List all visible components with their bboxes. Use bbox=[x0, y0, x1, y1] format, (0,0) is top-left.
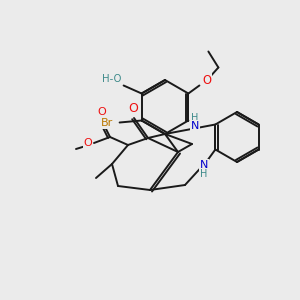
Text: O: O bbox=[84, 138, 92, 148]
Text: N: N bbox=[200, 160, 208, 170]
Text: O: O bbox=[202, 74, 211, 87]
Text: N: N bbox=[191, 121, 200, 131]
Text: H: H bbox=[200, 169, 208, 179]
Text: H-O: H-O bbox=[102, 74, 122, 85]
Text: Br: Br bbox=[100, 118, 113, 128]
Text: O: O bbox=[128, 103, 138, 116]
Text: O: O bbox=[98, 107, 106, 117]
Text: H: H bbox=[191, 113, 199, 123]
